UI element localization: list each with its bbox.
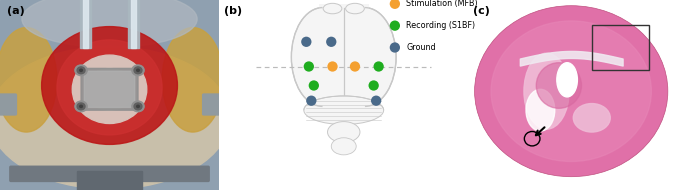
Circle shape	[75, 65, 87, 76]
Circle shape	[80, 69, 82, 71]
Ellipse shape	[328, 122, 360, 142]
Ellipse shape	[526, 89, 555, 131]
Point	[390, 24, 400, 27]
Point	[390, 46, 400, 49]
Ellipse shape	[72, 55, 147, 124]
Point	[390, 2, 400, 5]
Ellipse shape	[0, 47, 230, 189]
FancyBboxPatch shape	[203, 94, 220, 115]
Circle shape	[134, 67, 142, 74]
Point	[301, 40, 312, 43]
Ellipse shape	[22, 0, 197, 48]
Ellipse shape	[323, 3, 342, 14]
Ellipse shape	[474, 6, 668, 177]
Circle shape	[75, 101, 87, 112]
Bar	[319, 4, 369, 108]
Ellipse shape	[524, 53, 569, 129]
FancyBboxPatch shape	[84, 71, 135, 107]
Point	[373, 65, 384, 68]
Circle shape	[137, 69, 140, 71]
Ellipse shape	[574, 104, 610, 132]
Text: Ground: Ground	[406, 43, 435, 52]
Circle shape	[80, 105, 82, 108]
Ellipse shape	[304, 96, 384, 124]
Ellipse shape	[537, 63, 582, 108]
Text: (a): (a)	[7, 6, 24, 16]
Ellipse shape	[42, 27, 177, 144]
Point	[306, 99, 317, 102]
Ellipse shape	[332, 138, 356, 155]
FancyBboxPatch shape	[0, 94, 16, 115]
Text: Stimulation (MFB): Stimulation (MFB)	[406, 0, 478, 8]
Ellipse shape	[0, 28, 57, 132]
FancyBboxPatch shape	[10, 166, 209, 181]
Bar	[80, 0, 91, 48]
Circle shape	[132, 65, 144, 76]
Ellipse shape	[86, 68, 133, 110]
Text: Recording (S1BF): Recording (S1BF)	[406, 21, 475, 30]
Bar	[83, 0, 88, 48]
Circle shape	[77, 103, 85, 110]
Ellipse shape	[491, 21, 651, 162]
Ellipse shape	[57, 40, 162, 135]
Point	[327, 65, 338, 68]
Circle shape	[134, 103, 142, 110]
Bar	[592, 25, 649, 70]
Point	[368, 84, 379, 87]
Circle shape	[137, 105, 140, 108]
Ellipse shape	[346, 3, 365, 14]
Point	[350, 65, 361, 68]
Point	[309, 84, 319, 87]
Point	[371, 99, 381, 102]
Ellipse shape	[334, 8, 396, 106]
Point	[303, 65, 314, 68]
Text: (c): (c)	[472, 6, 489, 16]
Bar	[128, 0, 139, 48]
Ellipse shape	[557, 63, 578, 97]
Circle shape	[77, 67, 85, 74]
FancyBboxPatch shape	[81, 68, 138, 110]
Circle shape	[132, 101, 144, 112]
Ellipse shape	[291, 8, 354, 106]
Text: (b): (b)	[224, 6, 242, 16]
Bar	[131, 0, 136, 48]
Point	[326, 40, 337, 43]
Bar	[77, 171, 142, 190]
Ellipse shape	[162, 28, 224, 132]
